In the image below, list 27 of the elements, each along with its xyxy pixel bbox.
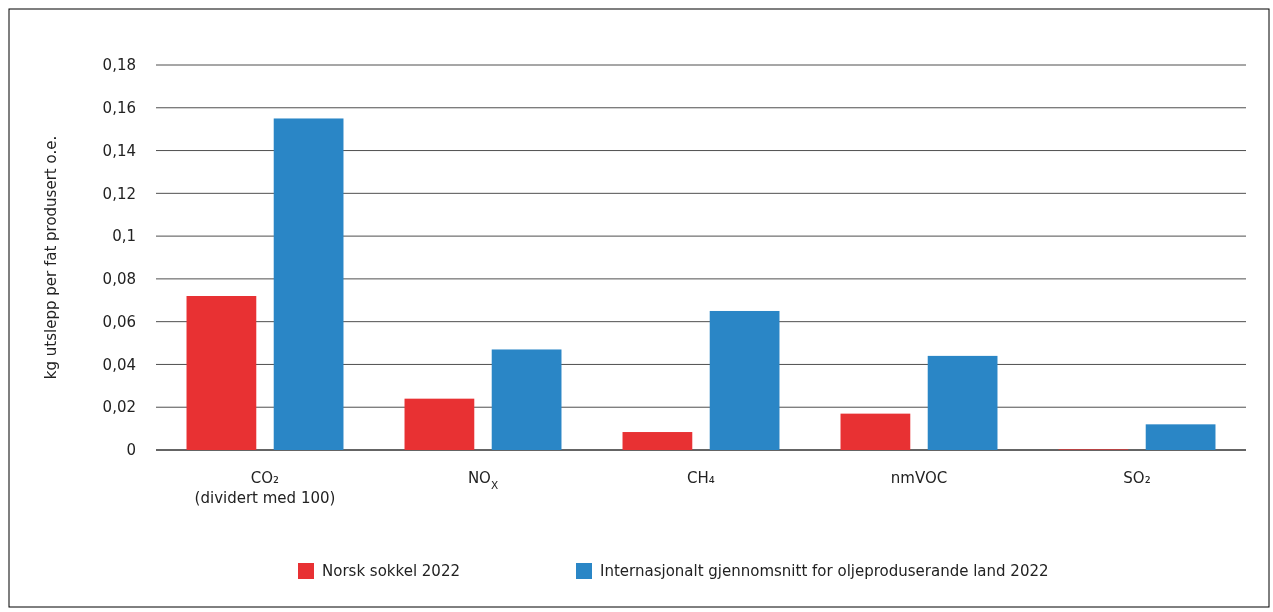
y-tick-label: 0,1	[112, 227, 136, 246]
y-tick-label: 0,04	[102, 355, 136, 374]
bar	[491, 349, 562, 450]
y-tick-label: 0,06	[102, 312, 136, 331]
bar	[622, 432, 693, 450]
bar	[840, 413, 911, 450]
bar	[404, 398, 475, 450]
legend-label: Norsk sokkel 2022	[322, 562, 461, 581]
y-tick-label: 0,18	[102, 56, 136, 75]
x-tick-label: CH₄	[687, 469, 715, 487]
x-tick-label: NO$_{X}$	[467, 469, 499, 491]
y-tick-label: 0,14	[102, 141, 136, 160]
x-tick-label: SO₂	[1123, 469, 1151, 487]
bar	[709, 310, 780, 450]
y-tick-label: 0,16	[102, 99, 136, 118]
bar	[273, 118, 344, 450]
legend-label: Internasjonalt gjennomsnitt for oljeproduserande land 2022	[600, 562, 1049, 581]
y-tick-label: 0	[126, 441, 136, 460]
bar	[1145, 424, 1216, 450]
x-tick-label: nmVOC	[890, 469, 948, 487]
y-axis-title: kg utslepp per fat produsert o.e.	[42, 135, 60, 380]
y-tick-label: 0,08	[102, 270, 136, 289]
y-tick-label: 0,02	[102, 398, 136, 417]
x-tick-label: CO₂ (dividert med 100)	[194, 469, 336, 507]
bar	[927, 355, 998, 450]
bar	[186, 296, 257, 450]
y-tick-label: 0,12	[102, 184, 136, 203]
